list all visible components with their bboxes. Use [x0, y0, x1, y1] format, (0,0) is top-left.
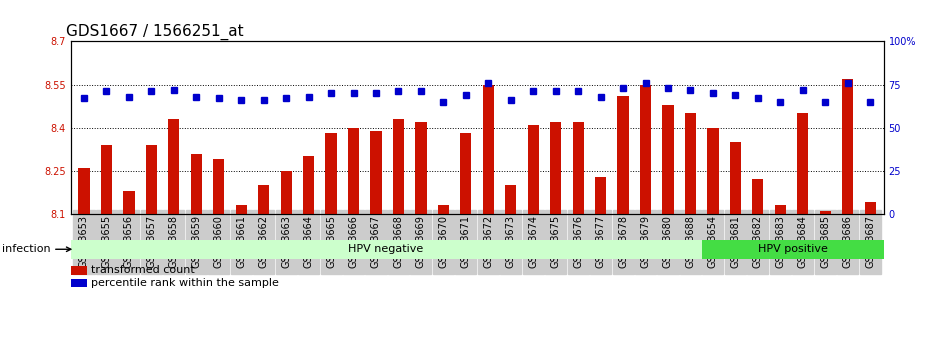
Bar — [550, 122, 561, 214]
Bar — [572, 122, 584, 214]
Bar — [393, 119, 404, 214]
Bar — [348, 128, 359, 214]
Bar — [70, 279, 86, 287]
Text: HPV positive: HPV positive — [758, 244, 827, 254]
Text: transformed count: transformed count — [91, 266, 195, 275]
Bar — [752, 179, 763, 214]
Bar — [729, 142, 741, 214]
Bar — [213, 159, 225, 214]
Bar — [842, 79, 854, 214]
Bar — [797, 113, 808, 214]
Bar — [303, 156, 314, 214]
Bar — [70, 240, 701, 259]
Bar — [146, 145, 157, 214]
Bar — [775, 205, 786, 214]
Bar — [70, 266, 86, 275]
Bar — [461, 134, 472, 214]
Bar — [123, 191, 134, 214]
Bar — [618, 96, 629, 214]
Bar — [505, 185, 516, 214]
Bar — [820, 211, 831, 214]
Bar — [101, 145, 112, 214]
Bar — [595, 177, 606, 214]
Bar — [415, 122, 427, 214]
Bar — [191, 154, 202, 214]
Bar — [78, 168, 89, 214]
Bar — [236, 205, 247, 214]
Bar — [325, 134, 337, 214]
Bar — [438, 205, 449, 214]
Bar — [707, 128, 718, 214]
Bar — [685, 113, 696, 214]
Bar — [663, 105, 674, 214]
Bar — [370, 130, 382, 214]
Bar — [482, 85, 494, 214]
Bar — [280, 171, 291, 214]
Bar — [701, 240, 884, 259]
Text: infection: infection — [2, 244, 70, 254]
Bar — [640, 85, 651, 214]
Text: percentile rank within the sample: percentile rank within the sample — [91, 278, 278, 288]
Bar — [258, 185, 269, 214]
Bar — [527, 125, 539, 214]
Bar — [865, 203, 876, 214]
Text: GDS1667 / 1566251_at: GDS1667 / 1566251_at — [67, 24, 244, 40]
Bar — [168, 119, 180, 214]
Text: HPV negative: HPV negative — [349, 244, 424, 254]
